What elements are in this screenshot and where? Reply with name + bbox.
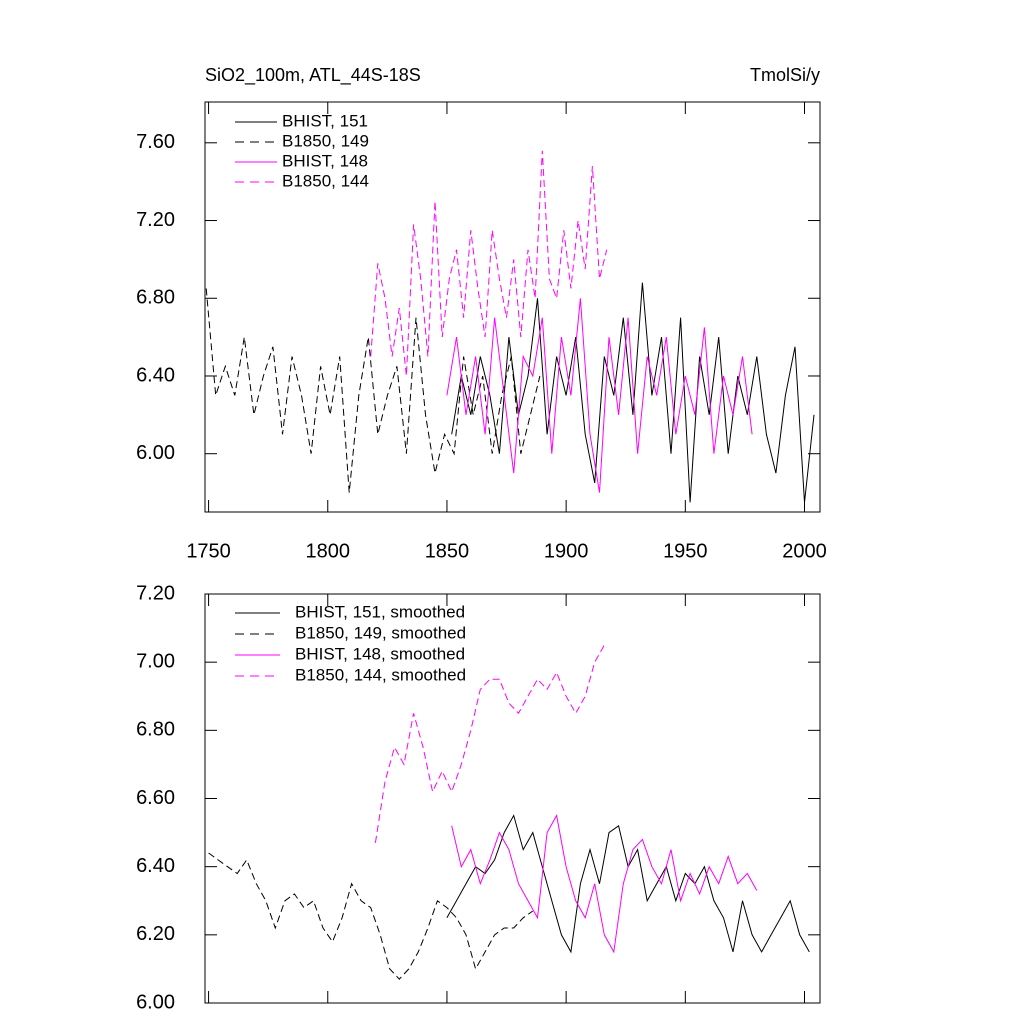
x-tick-label: 1750 — [186, 540, 231, 562]
legend-label: BHIST, 148, smoothed — [295, 644, 465, 663]
units-label: TmolSi/y — [750, 65, 820, 85]
series-line — [374, 644, 605, 843]
y-tick-label: 7.20 — [136, 582, 175, 604]
y-tick-label: 6.80 — [136, 719, 175, 741]
y-tick-label: 6.20 — [136, 923, 175, 945]
x-tick-label: 1800 — [306, 540, 351, 562]
y-tick-label: 6.00 — [136, 442, 175, 464]
y-tick-label: 7.60 — [136, 131, 175, 153]
series-line — [451, 814, 758, 954]
y-tick-label: 6.40 — [136, 364, 175, 386]
y-tick-label: 7.20 — [136, 209, 175, 231]
legend-label: BHIST, 148 — [282, 151, 368, 170]
x-tick-label: 1900 — [544, 540, 589, 562]
plot-frame — [204, 101, 821, 513]
y-tick-label: 6.60 — [136, 787, 175, 809]
plot-frame — [204, 593, 821, 1004]
x-tick-label: 2000 — [782, 540, 827, 562]
legend-label: B1850, 144 — [282, 171, 369, 190]
x-tick-label: 1950 — [663, 540, 708, 562]
series-line — [208, 852, 534, 980]
y-tick-label: 6.00 — [136, 991, 175, 1013]
legend-label: B1850, 149, smoothed — [295, 623, 466, 642]
series-line — [205, 288, 541, 493]
series-line — [370, 150, 608, 377]
legend-label: B1850, 149 — [282, 131, 369, 150]
legend-label: BHIST, 151 — [282, 111, 368, 130]
y-tick-label: 7.00 — [136, 650, 175, 672]
legend-label: B1850, 144, smoothed — [295, 665, 466, 684]
series-line — [446, 298, 753, 493]
y-tick-label: 6.80 — [136, 287, 175, 309]
chart-title: SiO2_100m, ATL_44S-18S — [205, 65, 421, 86]
y-tick-label: 6.40 — [136, 855, 175, 877]
x-tick-label: 1850 — [425, 540, 470, 562]
legend-label: BHIST, 151, smoothed — [295, 602, 465, 621]
